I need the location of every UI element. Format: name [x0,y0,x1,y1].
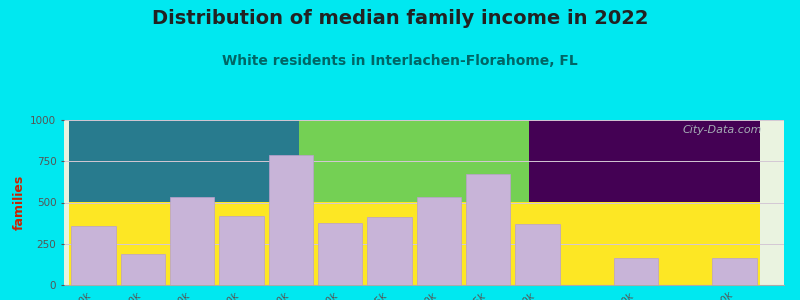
Text: White residents in Interlachen-Florahome, FL: White residents in Interlachen-Florahome… [222,54,578,68]
Bar [121,254,165,285]
Bar [219,216,264,285]
Bar [417,197,461,285]
Bar [466,174,510,285]
Y-axis label: families: families [13,175,26,230]
Bar [318,223,362,285]
Text: Distribution of median family income in 2022: Distribution of median family income in … [152,9,648,28]
Bar [269,154,313,285]
Bar [170,197,214,285]
Bar [367,217,412,285]
Bar [614,258,658,285]
Bar [515,224,560,285]
Text: City-Data.com: City-Data.com [683,125,762,135]
Bar [713,258,757,285]
Bar [71,226,116,285]
